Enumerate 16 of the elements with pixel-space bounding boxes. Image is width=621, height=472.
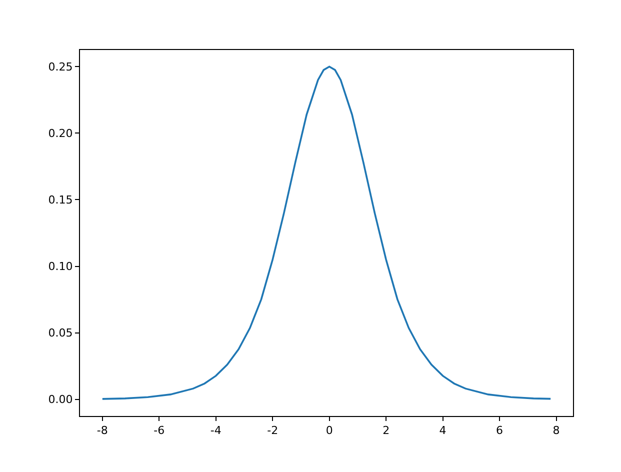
x-tick-label: -4 (210, 424, 222, 438)
x-tick-label: 0 (326, 424, 333, 438)
y-tick-label: 0.05 (48, 326, 73, 340)
x-tick-label: 4 (439, 424, 446, 438)
x-tick-label: 8 (552, 424, 560, 438)
y-tick-label: 0.10 (48, 260, 73, 274)
y-tick-label: 0.00 (48, 393, 73, 406)
line-series (102, 66, 552, 400)
x-tick-label: -6 (154, 424, 165, 438)
y-tick-label: 0.15 (48, 194, 73, 207)
x-tick-label: -2 (267, 424, 278, 438)
x-tick-label: 2 (382, 424, 390, 438)
y-tick-label: 0.20 (48, 127, 73, 140)
x-tick-label: -8 (96, 424, 108, 438)
y-tick-label: 0.25 (48, 60, 73, 74)
x-tick-label: 6 (496, 424, 504, 438)
